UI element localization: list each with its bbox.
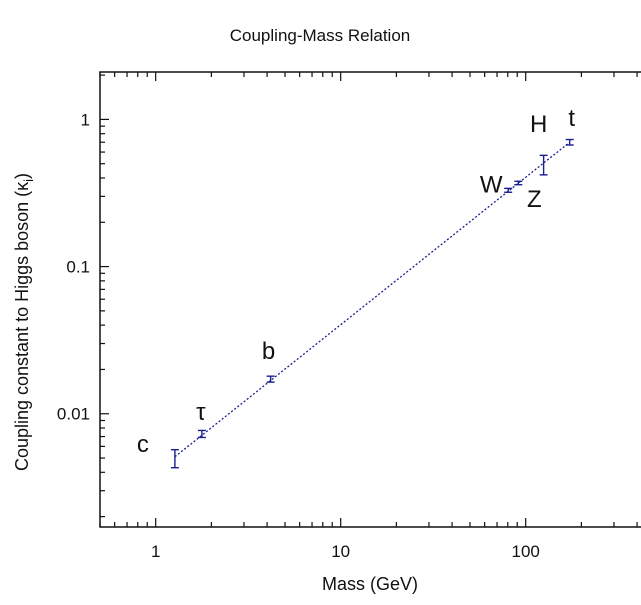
y-axis-label-suffix: ) <box>12 173 32 179</box>
point-label: t <box>568 105 575 132</box>
point-label: Z <box>527 186 542 213</box>
data-point-1: c <box>137 431 179 469</box>
point-label: W <box>480 171 503 198</box>
x-tick-label: 10 <box>331 542 350 561</box>
x-axis-label: Mass (GeV) <box>322 574 418 594</box>
x-tick-label: 100 <box>512 542 540 561</box>
data-point-7: t <box>565 105 575 146</box>
data-points-group: c τ b WZ H t <box>137 105 575 469</box>
y-axis-label: Coupling constant to Higgs boson (κi) <box>12 173 36 471</box>
axes-group <box>99 71 641 528</box>
data-point-6: H <box>530 111 548 176</box>
y-axis-label-main: Coupling constant to Higgs boson (κ <box>12 181 32 471</box>
fit-line-group <box>174 141 571 458</box>
point-label: τ <box>196 399 206 426</box>
plot-frame <box>99 71 641 528</box>
y-tick-label: 0.01 <box>57 405 90 424</box>
point-label: b <box>262 338 275 365</box>
tick-labels-group: 1 10 100 0.01 0.1 1 <box>57 110 540 561</box>
fit-line <box>174 141 571 458</box>
chart-title: Coupling-Mass Relation <box>230 26 410 45</box>
x-tick-label: 1 <box>151 542 160 561</box>
point-label: H <box>530 111 547 138</box>
data-point-3: b <box>262 338 275 383</box>
data-point-2: τ <box>196 399 206 439</box>
y-tick-label: 1 <box>81 110 90 129</box>
y-tick-label: 0.1 <box>66 258 90 277</box>
point-label: c <box>137 431 149 458</box>
data-point-4: W <box>480 171 513 198</box>
y-axis-label-subscript: i <box>21 179 36 182</box>
data-point-5: Z <box>514 180 542 213</box>
